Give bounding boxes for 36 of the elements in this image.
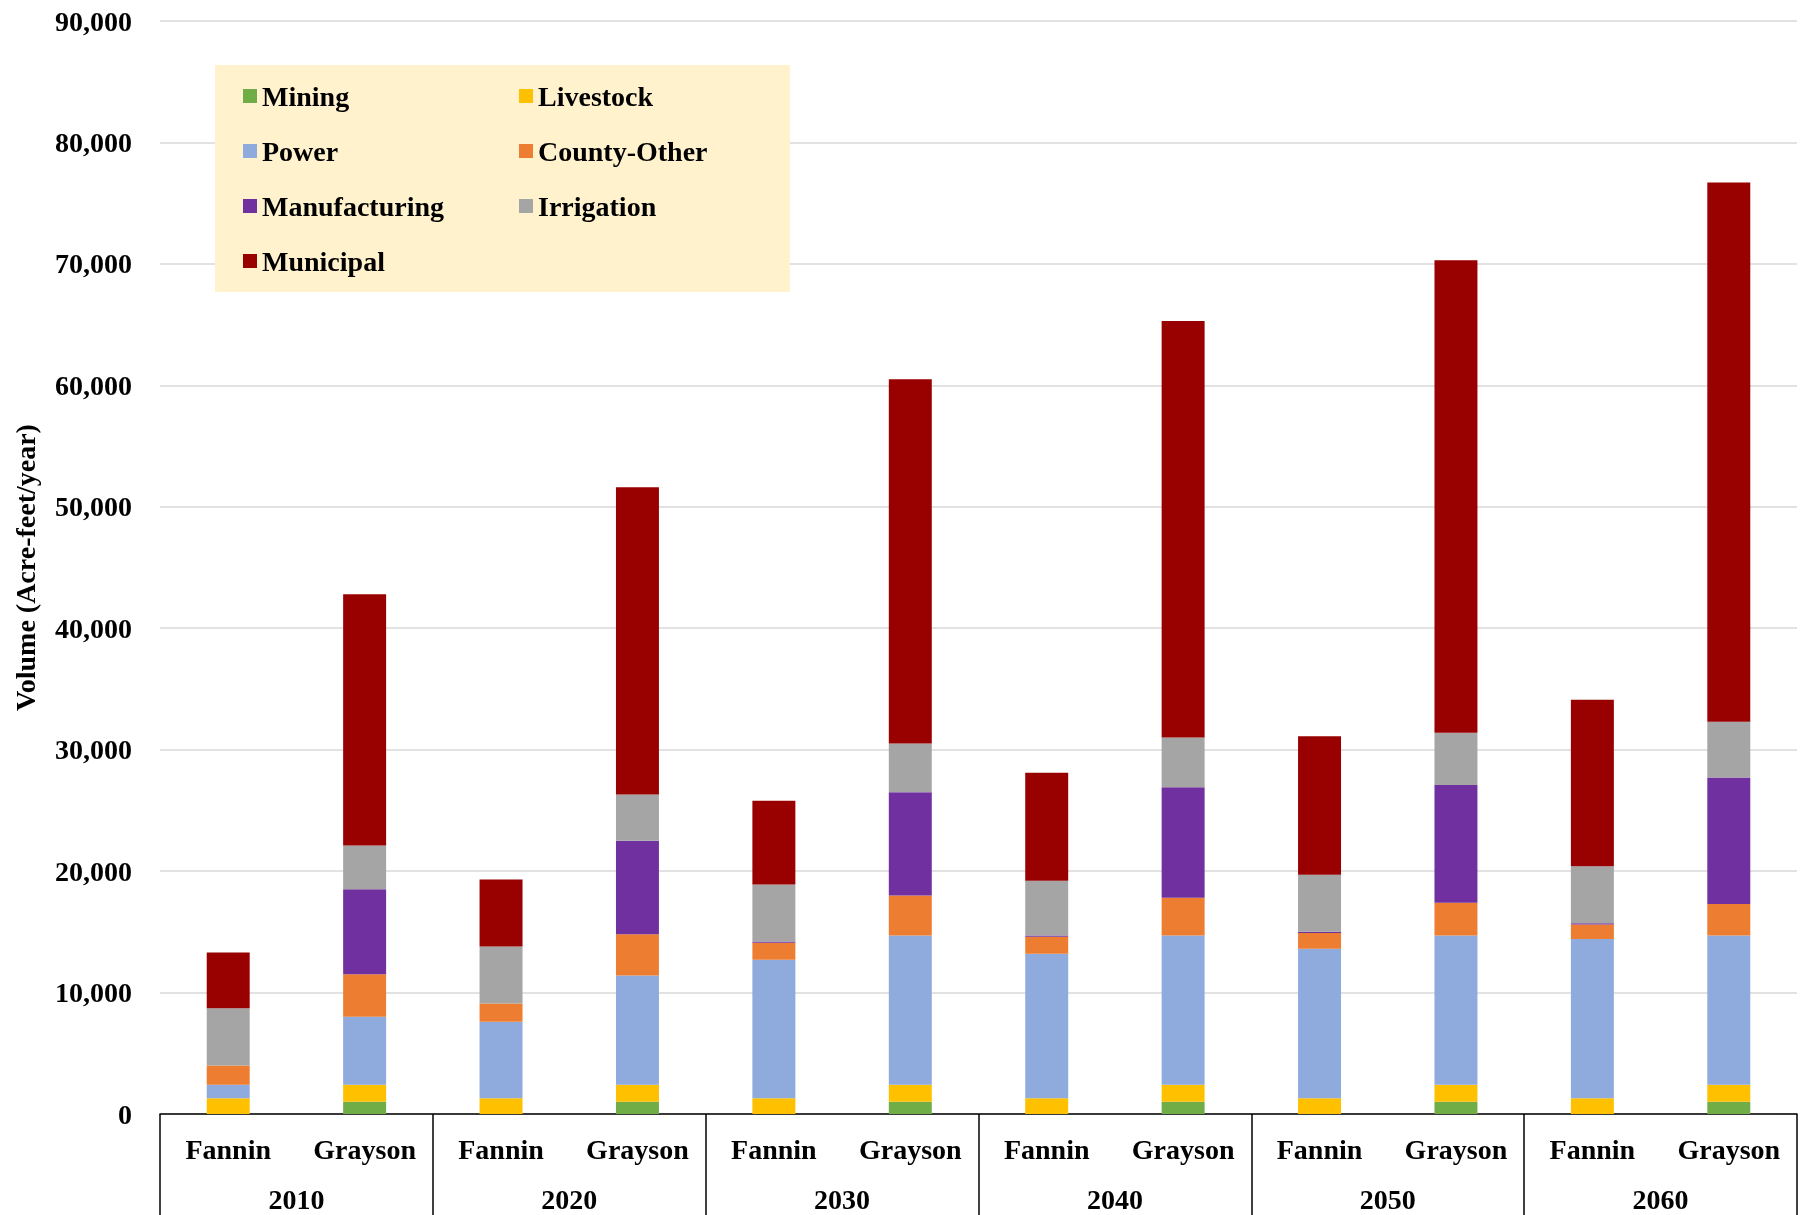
x-tick-label: Grayson — [1404, 1133, 1508, 1165]
y-tick-label: 30,000 — [55, 734, 132, 766]
x-tick-label: Grayson — [1677, 1133, 1781, 1165]
y-axis-title: Volume (Acre-feet/year) — [9, 424, 41, 711]
text: 2060 — [1632, 1183, 1689, 1215]
x-tick-label: Fannin — [1276, 1133, 1363, 1165]
x-tick-label: Grayson — [858, 1133, 963, 1165]
x-tick-label: Fannin — [185, 1133, 272, 1165]
y-tick-label: 20,000 — [55, 855, 132, 887]
legend-label: Livestock — [538, 80, 654, 112]
y-tick-label: 0 — [118, 1098, 132, 1130]
x-tick-label: Grayson — [1131, 1133, 1235, 1165]
y-tick-label: 10,000 — [55, 977, 132, 1009]
legend-label: Manufacturing — [262, 190, 444, 222]
x-tick-label: Fannin — [458, 1133, 545, 1165]
y-tick-label: 90,000 — [55, 5, 132, 37]
text: 2010 — [268, 1183, 325, 1215]
y-tick-label: 60,000 — [55, 369, 132, 401]
legend-label: Power — [262, 135, 339, 167]
x-tick-label: Fannin — [1549, 1133, 1636, 1165]
text: 2030 — [814, 1183, 871, 1215]
y-tick-label: 80,000 — [55, 126, 132, 158]
legend-label: Municipal — [262, 245, 386, 277]
y-tick-label: 40,000 — [55, 612, 132, 644]
legend-label: County-Other — [538, 135, 708, 167]
text: 2050 — [1359, 1183, 1416, 1215]
y-tick-label: 70,000 — [55, 248, 132, 280]
text: 2020 — [541, 1183, 598, 1215]
legend-label: Irrigation — [538, 190, 657, 222]
x-tick-label: Grayson — [313, 1133, 417, 1165]
text: 2040 — [1086, 1183, 1143, 1215]
legend-label: Mining — [262, 80, 350, 112]
x-tick-label: Fannin — [1003, 1133, 1090, 1165]
y-tick-label: 50,000 — [55, 491, 132, 523]
x-tick-label: Fannin — [731, 1133, 818, 1165]
x-tick-label: Grayson — [586, 1133, 690, 1165]
